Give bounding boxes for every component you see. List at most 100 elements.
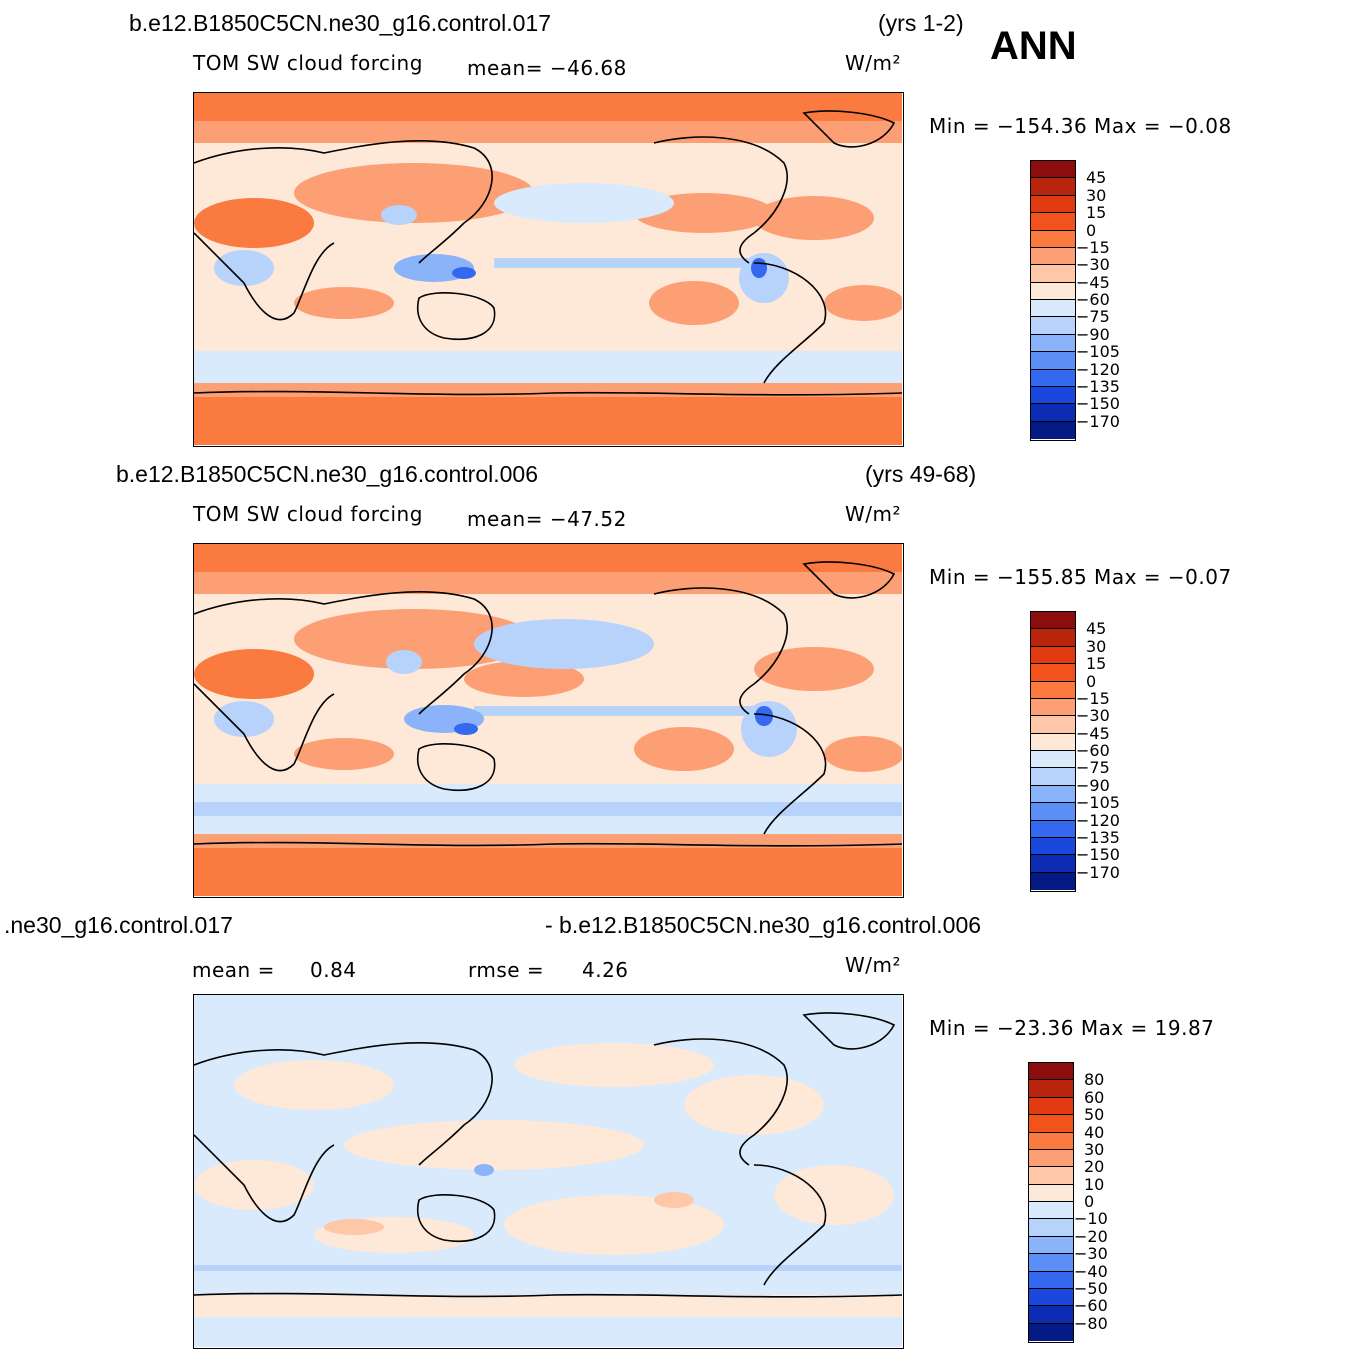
colorbar-tick-label: −90 xyxy=(1076,775,1110,795)
colorbar-swatch xyxy=(1029,1236,1073,1255)
colorbar-swatch xyxy=(1031,161,1075,179)
colorbar-tick-label: −90 xyxy=(1076,324,1110,344)
colorbar-swatch xyxy=(1031,646,1075,665)
colorbar-swatch xyxy=(1029,1080,1073,1098)
colorbar-swatch xyxy=(1031,855,1075,873)
colorbar-swatch xyxy=(1029,1115,1073,1133)
colorbar-tick-label: −60 xyxy=(1076,741,1110,760)
colorbar-swatch xyxy=(1029,1167,1073,1185)
colorbar-tick-label: −60 xyxy=(1076,290,1110,309)
colorbar-swatch xyxy=(1029,1288,1073,1307)
colorbar-tick-label: 15 xyxy=(1086,654,1107,674)
colorbar-swatch xyxy=(1031,265,1075,283)
colorbar-tick-label: 0 xyxy=(1086,671,1097,691)
panel3-colorbar xyxy=(1028,1062,1074,1343)
panel2-case-name: b.e12.B1850C5CN.ne30_g16.control.006 xyxy=(116,461,538,487)
colorbar-swatch xyxy=(1031,733,1075,751)
colorbar-swatch xyxy=(1031,334,1075,353)
colorbar-tick-label: −135 xyxy=(1076,827,1120,847)
panel2-map xyxy=(193,543,904,898)
colorbar-tick-label: 50 xyxy=(1084,1105,1105,1125)
colorbar-tick-label: −10 xyxy=(1074,1209,1108,1229)
colorbar-swatch xyxy=(1029,1132,1073,1150)
panel3-mean-value: 0.84 xyxy=(310,958,357,982)
colorbar-tick-label: −120 xyxy=(1076,810,1120,830)
panel3-units: W/m² xyxy=(845,953,902,977)
colorbar-tick-label: 40 xyxy=(1084,1122,1105,1142)
colorbar-swatch xyxy=(1031,386,1075,405)
colorbar-swatch xyxy=(1031,768,1075,786)
colorbar-tick-label: −30 xyxy=(1076,255,1110,275)
colorbar-tick-label: −105 xyxy=(1076,793,1120,813)
panel1-units: W/m² xyxy=(845,51,902,75)
colorbar-swatch xyxy=(1031,317,1075,335)
panel1-field-name: TOM SW cloud forcing xyxy=(193,51,423,75)
colorbar-tick-label: 0 xyxy=(1086,220,1097,240)
colorbar-tick-label: −45 xyxy=(1076,723,1110,743)
colorbar-swatch xyxy=(1029,1097,1073,1116)
colorbar-swatch xyxy=(1029,1219,1073,1237)
colorbar-tick-label: −120 xyxy=(1076,359,1120,379)
season-label: ANN xyxy=(990,24,1077,68)
colorbar-tick-label: −30 xyxy=(1074,1244,1108,1264)
panel3-rmse-value: 4.26 xyxy=(582,958,629,982)
colorbar-tick-label: 30 xyxy=(1086,636,1107,656)
colorbar-tick-label: −80 xyxy=(1074,1313,1108,1333)
panel1-case-name: b.e12.B1850C5CN.ne30_g16.control.017 xyxy=(129,10,551,36)
colorbar-swatch xyxy=(1031,230,1075,248)
colorbar-swatch xyxy=(1031,421,1075,439)
colorbar-swatch xyxy=(1031,681,1075,699)
colorbar-swatch xyxy=(1031,716,1075,734)
colorbar-swatch xyxy=(1031,820,1075,838)
colorbar-swatch xyxy=(1031,404,1075,422)
colorbar-tick-label: −40 xyxy=(1074,1261,1108,1281)
colorbar-swatch xyxy=(1031,282,1075,300)
colorbar-tick-label: −135 xyxy=(1076,376,1120,396)
colorbar-swatch xyxy=(1031,803,1075,821)
colorbar-tick-label: −30 xyxy=(1076,706,1110,726)
colorbar-swatch xyxy=(1029,1306,1073,1324)
colorbar-tick-label: 30 xyxy=(1086,185,1107,205)
panel3-rmse-label: rmse = xyxy=(468,958,545,982)
colorbar-tick-label: −170 xyxy=(1076,411,1120,431)
panel3-minmax: Min = −23.36 Max = 19.87 xyxy=(929,1016,1215,1040)
colorbar-tick-label: 45 xyxy=(1086,168,1107,188)
colorbar-swatch xyxy=(1031,751,1075,769)
colorbar-tick-label: 20 xyxy=(1084,1157,1105,1177)
panel2-map-svg xyxy=(194,544,902,896)
colorbar-tick-label: 30 xyxy=(1084,1139,1105,1159)
colorbar-swatch xyxy=(1031,837,1075,856)
panel2-units: W/m² xyxy=(845,502,902,526)
colorbar-swatch xyxy=(1031,612,1075,630)
colorbar-tick-label: −75 xyxy=(1076,307,1110,327)
colorbar-swatch xyxy=(1031,178,1075,196)
colorbar-swatch xyxy=(1029,1271,1073,1289)
panel1-map xyxy=(193,92,904,447)
colorbar-tick-label: 45 xyxy=(1086,619,1107,639)
colorbar-swatch xyxy=(1029,1202,1073,1220)
colorbar-swatch xyxy=(1031,872,1075,890)
panel1-colorbar xyxy=(1030,160,1076,441)
colorbar-tick-label: 0 xyxy=(1084,1192,1095,1211)
colorbar-tick-label: −15 xyxy=(1076,237,1110,257)
colorbar-tick-label: −60 xyxy=(1074,1296,1108,1316)
colorbar-swatch xyxy=(1031,300,1075,318)
panel3-map-svg xyxy=(194,995,902,1347)
colorbar-swatch xyxy=(1029,1184,1073,1202)
colorbar-swatch xyxy=(1031,213,1075,231)
colorbar-swatch xyxy=(1029,1323,1073,1341)
colorbar-tick-label: −105 xyxy=(1076,342,1120,362)
colorbar-tick-label: 80 xyxy=(1084,1070,1105,1090)
colorbar-swatch xyxy=(1031,785,1075,804)
colorbar-tick-label: 60 xyxy=(1084,1087,1105,1107)
colorbar-tick-label: −50 xyxy=(1074,1278,1108,1298)
colorbar-tick-label: −20 xyxy=(1074,1226,1108,1246)
colorbar-tick-label: −170 xyxy=(1076,862,1120,882)
colorbar-swatch xyxy=(1029,1254,1073,1272)
panel1-minmax: Min = −154.36 Max = −0.08 xyxy=(929,114,1232,138)
colorbar-swatch xyxy=(1031,247,1075,266)
panel2-field-name: TOM SW cloud forcing xyxy=(193,502,423,526)
colorbar-tick-label: −45 xyxy=(1076,272,1110,292)
panel3-map xyxy=(193,994,904,1349)
colorbar-swatch xyxy=(1031,698,1075,717)
